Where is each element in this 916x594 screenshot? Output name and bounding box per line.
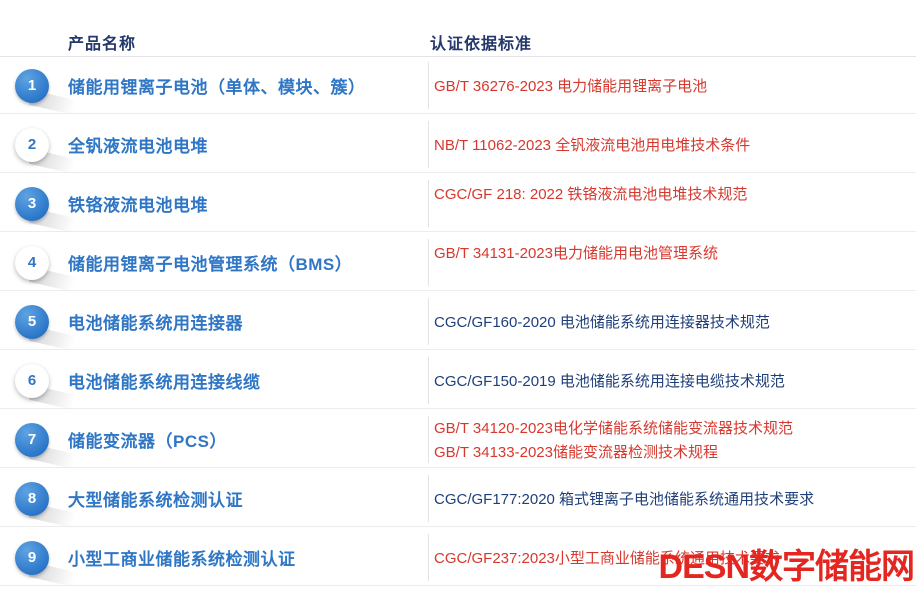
row-number-badge: 4 [15,245,49,280]
table-row: 9 小型工商业储能系统检测认证 CGC/GF237:2023小型工商业储能系统通… [0,530,916,591]
standard-cell: CGC/GF 218: 2022 铁铬液流电池电堆技术规范 [434,176,914,231]
table-row: 4 储能用锂离子电池管理系统（BMS） GB/T 34131-2023电力储能用… [0,235,916,296]
row-number-badge: 5 [15,304,49,339]
product-name: 储能用锂离子电池管理系统（BMS） [68,255,353,274]
standard-text: GB/T 34133-2023储能变流器检测技术规程 [434,444,718,461]
product-column-header: 产品名称 [68,36,137,53]
row-number-badge-wrap: 9 [15,540,93,591]
table-header: 产品名称 认证依据标准 [0,0,916,57]
standard-text: CGC/GF177:2020 箱式锂离子电池储能系统通用技术要求 [434,491,815,508]
row-number-badge-wrap: 7 [15,422,93,473]
standard-text: GB/T 34131-2023电力储能用电池管理系统 [434,245,718,262]
standard-cell: NB/T 11062-2023 全钒液流电池用电堆技术条件 [434,117,914,172]
product-name: 储能变流器（PCS） [68,432,227,451]
product-name: 储能用锂离子电池（单体、模块、簇） [68,78,366,97]
product-name: 小型工商业储能系统检测认证 [68,550,296,569]
row-number-badge: 8 [15,481,49,516]
row-number-badge-wrap: 4 [15,245,93,296]
product-name: 电池储能系统用连接线缆 [68,373,261,392]
standard-cell: CGC/GF160-2020 电池储能系统用连接器技术规范 [434,294,914,349]
table-row: 8 大型储能系统检测认证 CGC/GF177:2020 箱式锂离子电池储能系统通… [0,471,916,532]
table-row: 6 电池储能系统用连接线缆 CGC/GF150-2019 电池储能系统用连接电缆… [0,353,916,414]
row-number-badge-wrap: 1 [15,68,93,119]
row-number-badge: 6 [15,363,49,398]
standard-cell: GB/T 36276-2023 电力储能用锂离子电池 [434,58,914,113]
row-number-badge-wrap: 6 [15,363,93,414]
standard-cell: CGC/GF237:2023小型工商业储能系统通用技术要求 [434,530,914,585]
standard-cell: CGC/GF177:2020 箱式锂离子电池储能系统通用技术要求 [434,471,914,526]
row-number-badge-wrap: 8 [15,481,93,532]
product-name: 铁铬液流电池电堆 [68,196,208,215]
watermark: DESN数字储能网 [658,548,915,586]
table-row: 5 电池储能系统用连接器 CGC/GF160-2020 电池储能系统用连接器技术… [0,294,916,355]
row-number-badge: 1 [15,68,49,103]
standard-text: CGC/GF237:2023小型工商业储能系统通用技术要求 [434,550,780,567]
standard-cell: GB/T 34120-2023电化学储能系统储能变流器技术规范 GB/T 3413… [434,412,914,467]
standard-cell: GB/T 34131-2023电力储能用电池管理系统 [434,235,914,290]
table-row: 7 储能变流器（PCS） GB/T 34120-2023电化学储能系统储能变流器… [0,412,916,473]
table-row: 1 储能用锂离子电池（单体、模块、簇） GB/T 36276-2023 电力储能… [0,58,916,119]
row-number-badge: 7 [15,422,49,457]
standard-text: GB/T 36276-2023 电力储能用锂离子电池 [434,78,708,95]
table-row: 2 全钒液流电池电堆 NB/T 11062-2023 全钒液流电池用电堆技术条件 [0,117,916,178]
standard-text: CGC/GF160-2020 电池储能系统用连接器技术规范 [434,314,770,331]
standard-text: NB/T 11062-2023 全钒液流电池用电堆技术条件 [434,137,751,154]
row-number-badge-wrap: 5 [15,304,93,355]
product-name: 电池储能系统用连接器 [68,314,243,333]
standard-text: CGC/GF150-2019 电池储能系统用连接电缆技术规范 [434,373,785,390]
standard-column-header: 认证依据标准 [430,36,533,53]
standard-cell: CGC/GF150-2019 电池储能系统用连接电缆技术规范 [434,353,914,408]
row-number-badge: 9 [15,540,49,575]
product-name: 全钒液流电池电堆 [68,137,208,156]
table-row: 3 铁铬液流电池电堆 CGC/GF 218: 2022 铁铬液流电池电堆技术规范 [0,176,916,237]
rows-container: 1 储能用锂离子电池（单体、模块、簇） GB/T 36276-2023 电力储能… [0,58,916,591]
row-number-badge-wrap: 2 [15,127,93,178]
standard-text: CGC/GF 218: 2022 铁铬液流电池电堆技术规范 [434,186,748,203]
row-number-badge: 2 [15,127,49,162]
standard-text: GB/T 34120-2023电化学储能系统储能变流器技术规范 [434,420,793,437]
product-name: 大型储能系统检测认证 [68,491,243,510]
row-number-badge: 3 [15,186,49,221]
row-number-badge-wrap: 3 [15,186,93,237]
